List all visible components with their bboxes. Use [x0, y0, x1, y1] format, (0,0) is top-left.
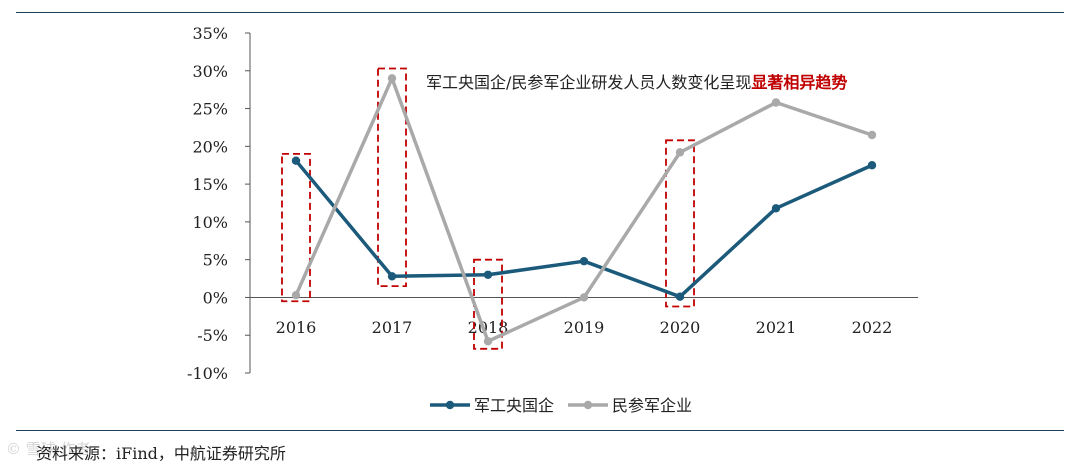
y-tick-label: -5% — [197, 326, 228, 345]
legend-label: 军工央国企 — [474, 396, 554, 415]
data-point — [771, 98, 781, 107]
highlight-box — [281, 152, 311, 303]
bottom-rule — [16, 430, 1064, 431]
series-lines — [291, 74, 877, 346]
series-line — [294, 76, 873, 344]
data-point — [291, 290, 301, 300]
chart-annotation: 军工央国企/民参军企业研发人员人数变化呈现显著相异趋势 — [426, 73, 847, 92]
y-tick-label: 30% — [192, 62, 228, 81]
series-line — [294, 159, 873, 299]
data-point — [483, 270, 493, 279]
x-tick-label: 2020 — [660, 318, 701, 337]
y-tick-label: 20% — [192, 137, 228, 156]
data-point — [771, 204, 781, 213]
source-note: 资料来源：iFind，中航证券研究所 — [36, 444, 286, 463]
data-point — [483, 337, 493, 346]
data-point — [867, 130, 877, 140]
x-tick-label: 2019 — [564, 318, 605, 337]
top-rule — [16, 12, 1064, 13]
data-point — [867, 161, 877, 170]
x-tick-label: 2021 — [756, 318, 797, 337]
legend-swatch-marker — [583, 400, 593, 410]
axes: -10% -5% 0% 5% 10% 15% 20% 25% 30% 35% 2016 2017 201… — [187, 24, 918, 383]
legend-swatch-marker — [445, 400, 455, 410]
data-point — [579, 293, 589, 302]
data-point — [675, 148, 685, 157]
highlight-box — [665, 139, 695, 308]
data-point — [387, 74, 397, 83]
x-tick-label: 2017 — [372, 318, 413, 337]
y-tick-label: 25% — [192, 100, 228, 119]
x-tick-label: 2022 — [852, 318, 893, 337]
annotation: 军工央国企/民参军企业研发人员人数变化呈现显著相异趋势 — [426, 73, 847, 92]
data-point — [387, 272, 397, 281]
legend-label: 民参军企业 — [612, 396, 692, 415]
x-tick-label: 2018 — [468, 318, 509, 337]
y-tick-label: 35% — [192, 24, 228, 43]
watermark: © 雪球·作者 — [6, 440, 91, 458]
data-point — [675, 292, 685, 301]
y-tick-label: -10% — [187, 364, 228, 383]
data-point — [579, 256, 589, 266]
highlight-boxes — [281, 67, 695, 350]
annotation-highlight: 显著相异趋势 — [751, 73, 847, 92]
x-tick-label: 2016 — [276, 318, 317, 337]
y-tick-label: 0% — [203, 288, 228, 307]
y-tick-label: 5% — [203, 251, 228, 270]
y-tick-label: 15% — [192, 175, 228, 194]
y-tick-label: 10% — [192, 213, 228, 232]
annotation-main: 军工央国企/民参军企业研发人员人数变化呈现 — [426, 73, 751, 92]
data-point — [291, 156, 301, 165]
legend: 军工央国企 民参军企业 — [430, 396, 692, 415]
highlight-box — [377, 67, 407, 288]
